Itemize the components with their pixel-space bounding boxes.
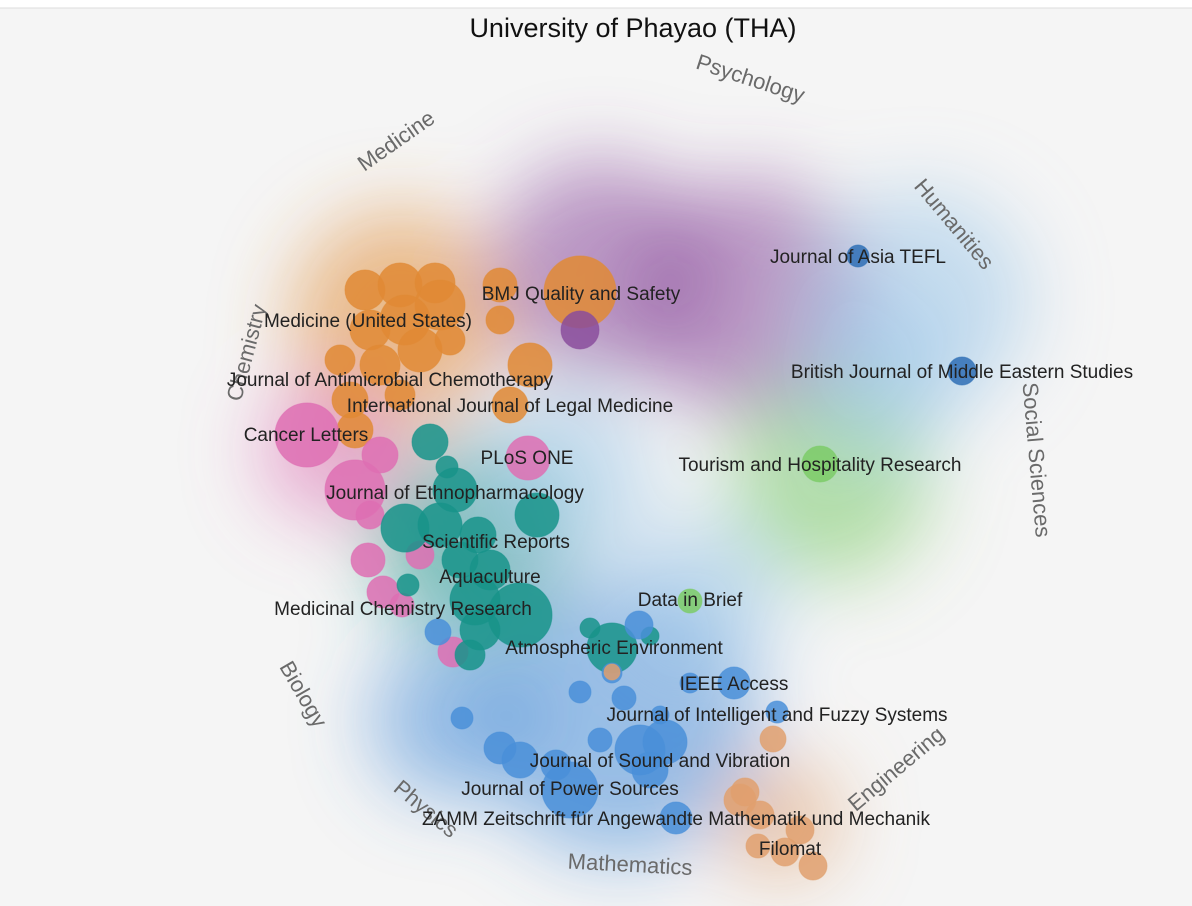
- bubble: [361, 436, 399, 474]
- journal-label: Journal of Intelligent and Fuzzy Systems: [606, 705, 947, 726]
- bubble: [507, 342, 553, 388]
- bubble: [274, 402, 340, 468]
- cloud: [800, 300, 960, 460]
- bubble: [350, 542, 386, 578]
- bubble: [424, 618, 452, 646]
- bubble: [411, 423, 449, 461]
- bubble: [482, 267, 518, 303]
- journal-label: IEEE Access: [680, 674, 789, 695]
- bubble: [541, 761, 599, 819]
- bubble: [396, 573, 420, 597]
- journal-label: International Journal of Legal Medicine: [347, 396, 673, 417]
- bubble: [745, 800, 775, 830]
- bubble: [454, 639, 486, 671]
- journal-label: Journal of Ethnopharmacology: [326, 483, 584, 504]
- bubble: [798, 851, 828, 881]
- bubble: [514, 492, 560, 538]
- journal-label: Journal of Asia TEFL: [770, 247, 946, 268]
- bubble: [603, 663, 621, 681]
- bubble: [631, 751, 669, 789]
- bubble: [624, 610, 654, 640]
- journal-label: Filomat: [759, 839, 822, 860]
- bubble: [501, 741, 539, 779]
- bubble: [717, 666, 751, 700]
- bubble: [730, 777, 760, 807]
- bubble: [846, 244, 870, 268]
- bubble: [485, 305, 515, 335]
- bubble: [359, 344, 401, 386]
- journal-label: BMJ Quality and Safety: [482, 284, 681, 305]
- bubble: [759, 725, 787, 753]
- journal-label: Scientific Reports: [422, 532, 570, 553]
- bubble: [384, 379, 416, 411]
- bubble: [579, 617, 601, 639]
- cloud: [470, 390, 650, 570]
- bubble: [355, 500, 385, 530]
- bubbles: [274, 244, 977, 881]
- bubble: [659, 801, 693, 835]
- bubble: [491, 386, 529, 424]
- journal-label: PLoS ONE: [481, 448, 574, 469]
- bubble: [679, 672, 701, 694]
- bubble: [801, 445, 839, 483]
- bubble: [765, 700, 789, 724]
- journal-label: Journal of Antimicrobial Chemotherapy: [227, 370, 554, 391]
- journal-label: Medicinal Chemistry Research: [274, 599, 532, 620]
- journal-label: ZAMM Zeitschrift für Angewandte Mathemat…: [422, 809, 930, 830]
- bubble: [587, 727, 613, 753]
- bubble: [568, 680, 592, 704]
- bubble: [434, 324, 466, 356]
- journal-label: Medicine (United States): [264, 311, 472, 332]
- bubble: [505, 435, 551, 481]
- bubble: [417, 502, 463, 548]
- bubble: [770, 837, 800, 867]
- journal-label: Atmospheric Environment: [505, 638, 723, 659]
- journal-label: Journal of Power Sources: [461, 779, 679, 800]
- journal-label: Tourism and Hospitality Research: [678, 455, 961, 476]
- bubble: [397, 327, 443, 373]
- journal-label: Cancer Letters: [244, 425, 369, 446]
- journal-label: British Journal of Middle Eastern Studie…: [791, 362, 1133, 383]
- bubble: [560, 310, 600, 350]
- bubble: [677, 588, 703, 614]
- top-bar: [0, 0, 1192, 8]
- bubble: [650, 705, 670, 725]
- bubble: [785, 815, 815, 845]
- bubble: [947, 356, 977, 386]
- journal-label: Aquaculture: [439, 567, 540, 588]
- title: University of Phayao (THA): [469, 13, 796, 43]
- journal-label: Data in Brief: [638, 590, 743, 611]
- bubble: [745, 833, 771, 859]
- bubble: [611, 685, 637, 711]
- journal-label: Journal of Sound and Vibration: [530, 751, 791, 772]
- bubble: [450, 706, 474, 730]
- bubble: [324, 344, 356, 376]
